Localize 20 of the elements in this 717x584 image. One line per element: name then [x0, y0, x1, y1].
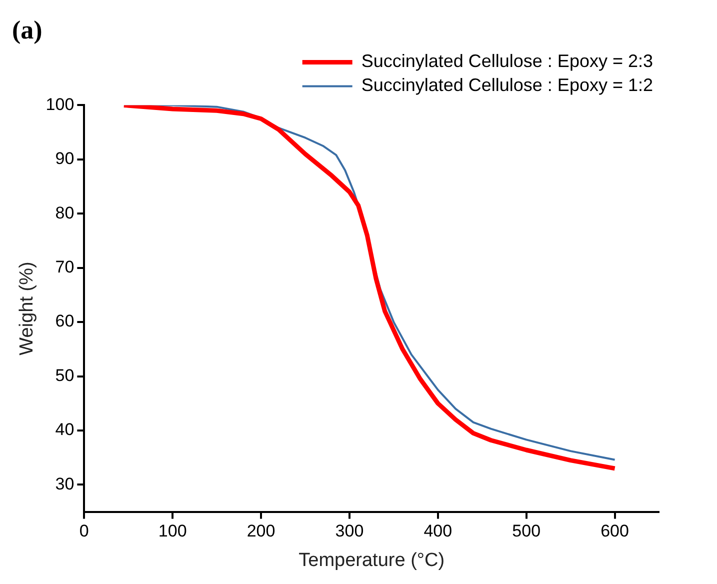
y-tick-label: 50	[55, 366, 74, 385]
x-tick-label: 200	[246, 522, 276, 541]
y-tick-label: 40	[55, 420, 74, 440]
legend-label: Succinylated Cellulose : Epoxy = 1:2	[361, 75, 654, 96]
y-axis-title: Weight (%)	[16, 262, 38, 356]
x-tick-label: 0	[79, 522, 89, 541]
x-tick-label: 100	[158, 522, 187, 541]
x-tick-label: 600	[600, 522, 629, 541]
x-tick-label: 300	[335, 522, 364, 541]
y-tick-label: 90	[55, 149, 74, 168]
y-tick-label: 70	[55, 258, 74, 277]
y-tick-label: 60	[55, 312, 74, 331]
y-tick-label: 100	[46, 94, 74, 114]
chart-title: (a)	[12, 15, 42, 44]
x-tick-label: 500	[512, 522, 541, 541]
x-axis-title: Temperature (°C)	[298, 550, 445, 571]
y-tick-label: 80	[55, 203, 74, 222]
y-tick-label: 30	[55, 474, 74, 494]
legend-label: Succinylated Cellulose : Epoxy = 2:3	[361, 51, 654, 72]
x-tick-label: 400	[424, 522, 452, 541]
